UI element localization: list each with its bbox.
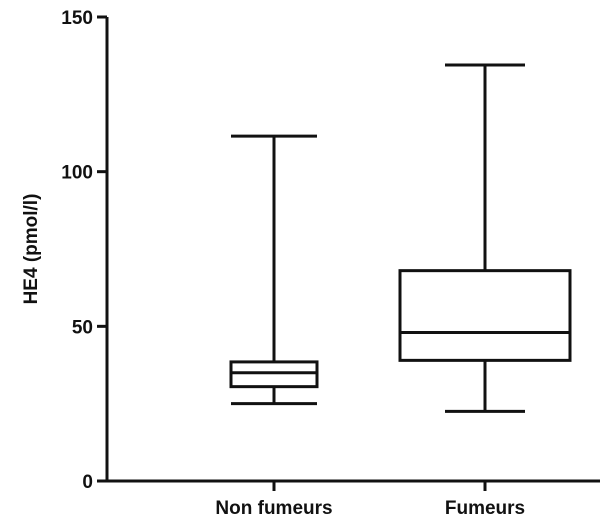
y-tick-label: 50 bbox=[72, 317, 93, 338]
x-tick-label: Non fumeurs bbox=[215, 498, 332, 519]
box-2 bbox=[398, 63, 572, 413]
iqr-box bbox=[229, 360, 319, 389]
y-tick-label: 150 bbox=[61, 8, 93, 29]
x-tick-label: Fumeurs bbox=[445, 498, 525, 519]
boxes bbox=[229, 63, 572, 413]
y-axis: 0 50 100 150 bbox=[61, 8, 109, 493]
x-axis: Non fumeurs Fumeurs bbox=[105, 479, 600, 519]
y-axis-title: HE4 (pmol/l) bbox=[21, 194, 42, 305]
box-1 bbox=[229, 134, 319, 406]
iqr-box bbox=[398, 269, 572, 362]
y-tick-label: 0 bbox=[82, 472, 93, 493]
y-tick-label: 100 bbox=[61, 163, 93, 184]
